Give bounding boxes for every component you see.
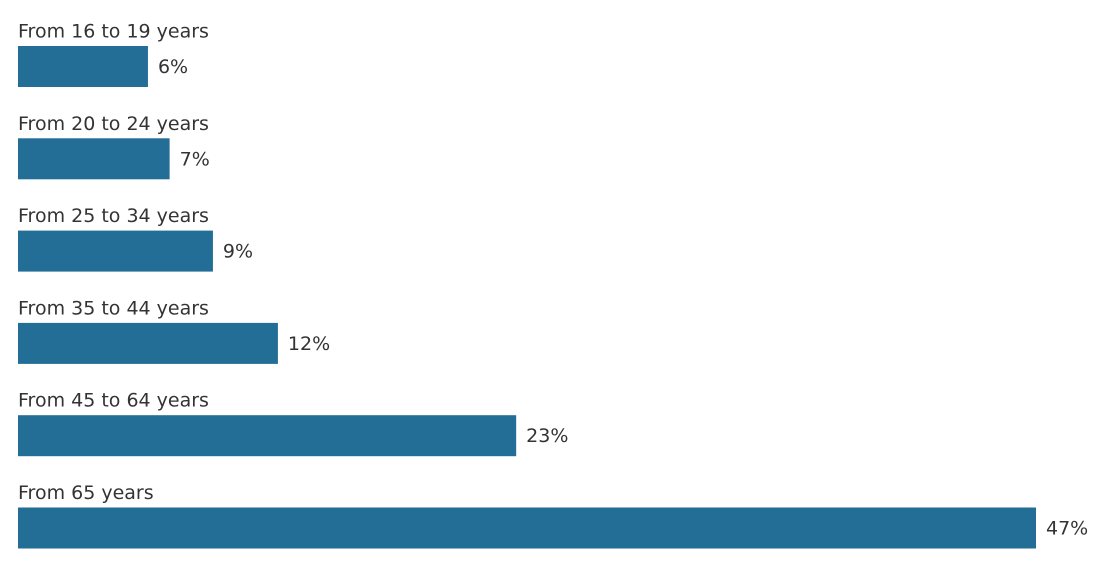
category-label: From 65 years (18, 482, 154, 504)
bar (18, 415, 517, 457)
value-label: 6% (158, 56, 188, 78)
bar (18, 46, 148, 87)
value-label: 12% (288, 333, 330, 355)
category-label: From 35 to 44 years (18, 297, 209, 319)
category-label: From 25 to 34 years (18, 205, 209, 227)
value-label: 7% (180, 148, 210, 170)
category-label: From 45 to 64 years (18, 390, 209, 412)
value-label: 23% (526, 425, 568, 447)
value-label: 47% (1046, 518, 1088, 540)
bar (18, 322, 278, 364)
category-label: From 20 to 24 years (18, 113, 209, 135)
bar (18, 138, 170, 180)
value-label: 9% (223, 241, 253, 263)
category-label: From 16 to 19 years (18, 21, 209, 43)
bar (18, 507, 1036, 549)
bar (18, 230, 213, 272)
